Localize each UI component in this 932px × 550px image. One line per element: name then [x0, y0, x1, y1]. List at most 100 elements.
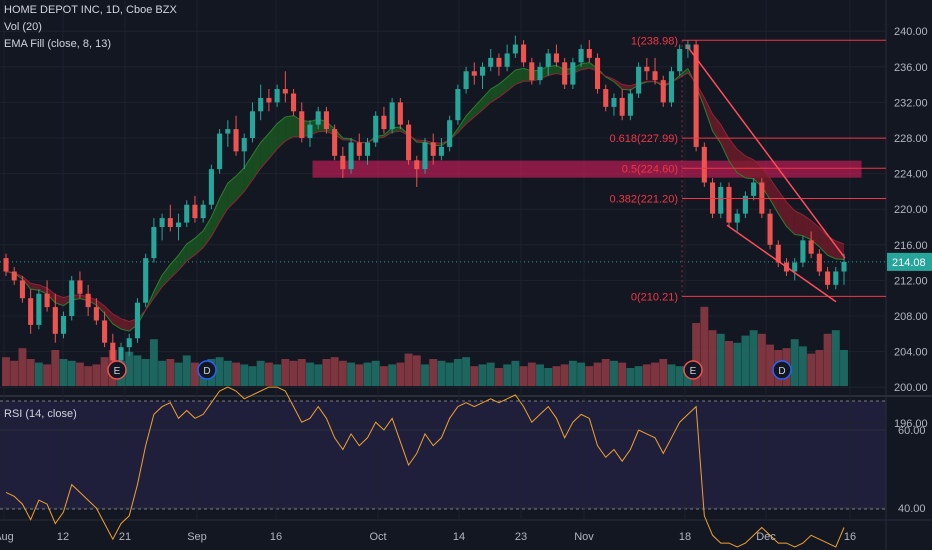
- ema-fill-segment: [38, 284, 48, 294]
- candle-body: [422, 142, 428, 170]
- price-tick-label: 196.00: [894, 418, 928, 430]
- volume-bar: [330, 357, 339, 386]
- price-axis[interactable]: 244.00 240.00 236.00 232.00 228.00 224.00 220.…: [887, 0, 932, 430]
- candle-body: [348, 142, 354, 170]
- price-tick-label: 208.00: [894, 311, 928, 323]
- volume-bar: [306, 362, 314, 386]
- volume-bar: [166, 359, 175, 386]
- candle: [504, 44, 510, 72]
- candle: [291, 89, 297, 116]
- earnings-marker: E: [107, 360, 127, 380]
- candle: [677, 44, 683, 76]
- volume-bar: [2, 357, 10, 386]
- volume-bar: [182, 355, 191, 386]
- volume-bar: [560, 364, 569, 386]
- candle-body: [364, 142, 371, 156]
- volume-bar: [618, 362, 627, 386]
- volume-bar: [289, 360, 298, 386]
- rsi-legend[interactable]: RSI (14, close): [4, 408, 77, 420]
- ema-fill-segment: [712, 114, 721, 144]
- volume-bar: [232, 362, 240, 386]
- volume-bar: [396, 362, 405, 386]
- ema-fill-segment: [121, 318, 130, 332]
- ema-fill-segment: [811, 220, 820, 247]
- candle-body: [578, 49, 584, 63]
- candle: [315, 106, 321, 130]
- fib-level-label: 0.382(221.20): [610, 194, 679, 206]
- candle-body: [438, 146, 444, 156]
- volume-bar: [626, 368, 635, 386]
- candle: [833, 267, 839, 290]
- candle-body: [767, 213, 773, 245]
- fib-level-label: 0.5(224.60): [622, 163, 678, 175]
- candle-body: [175, 222, 182, 227]
- candle-body: [85, 293, 91, 308]
- candle: [570, 57, 576, 90]
- candle: [93, 298, 99, 325]
- ema-fill-segment: [737, 149, 746, 178]
- candle-body: [266, 97, 272, 103]
- candle: [323, 106, 329, 134]
- candle: [44, 280, 50, 312]
- ema-fill-segment: [770, 178, 779, 214]
- event-letter: D: [778, 366, 785, 377]
- volume-bar: [355, 364, 364, 386]
- volume-bar: [421, 364, 429, 386]
- ema-fill-segment: [47, 288, 56, 303]
- ema-fill-segment: [515, 68, 524, 85]
- candle-body: [249, 111, 256, 138]
- candle: [60, 311, 67, 339]
- candle-body: [159, 218, 165, 227]
- candle-body: [126, 338, 132, 348]
- candle-body: [397, 102, 403, 125]
- candle: [718, 182, 724, 219]
- dividend-marker: D: [197, 360, 217, 380]
- candle: [266, 89, 272, 112]
- candle: [652, 57, 658, 85]
- ema-fill-segment: [178, 243, 187, 271]
- candle: [249, 102, 256, 143]
- ema-fill-segment: [802, 214, 812, 240]
- candle: [332, 124, 338, 161]
- candle: [792, 258, 798, 281]
- volume-bar: [404, 353, 413, 386]
- trend-lines[interactable]: [685, 44, 846, 303]
- volume-bar: [716, 333, 725, 386]
- volume-bar: [92, 364, 101, 386]
- ema-legend[interactable]: EMA Fill (close, 8, 13): [4, 38, 111, 50]
- candle-body: [340, 155, 346, 170]
- symbol-legend[interactable]: HOME DEPOT INC, 1D, Cboe BZX: [4, 4, 177, 16]
- resistance-zone[interactable]: [312, 160, 862, 178]
- price-tick-label: 200.00: [894, 382, 928, 394]
- volume-legend[interactable]: Vol (20): [4, 21, 42, 33]
- volume-bar: [297, 359, 306, 386]
- candle-body: [332, 129, 338, 156]
- candle-body: [833, 271, 839, 285]
- candle: [126, 333, 132, 357]
- candle-body: [504, 53, 510, 67]
- candle-body: [455, 89, 461, 121]
- volume-bar: [675, 366, 684, 386]
- time-axis[interactable]: Aug 12 21 Sep 16 Oct 14 23 Nov 18 Dec 16: [0, 531, 856, 543]
- candle-body: [11, 271, 17, 281]
- candle: [594, 53, 601, 94]
- candle-body: [742, 195, 748, 214]
- volume-bar: [379, 366, 388, 386]
- candle-body: [471, 71, 477, 76]
- volume-bar: [733, 342, 742, 386]
- candle: [134, 298, 140, 343]
- candle: [537, 62, 543, 85]
- volume-bar: [610, 360, 618, 386]
- volume-bar: [18, 348, 27, 386]
- candle: [389, 97, 395, 134]
- time-tick-label: 23: [515, 531, 527, 543]
- candle-body: [693, 44, 699, 147]
- volume-bar: [478, 364, 487, 386]
- fibonacci-retracement[interactable]: 1(238.98) 0.618(227.99) 0.5(224.60) 0.382(2…: [610, 35, 887, 303]
- volume-bar: [798, 346, 807, 386]
- volume-bar: [462, 357, 471, 386]
- candle-body: [356, 142, 362, 156]
- volume-bar: [412, 355, 421, 386]
